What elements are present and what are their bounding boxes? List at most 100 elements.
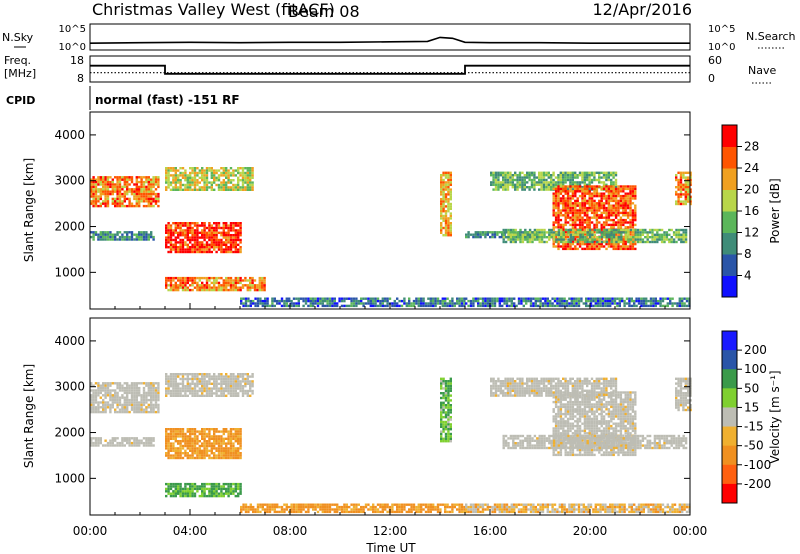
- power-cell: [583, 194, 587, 198]
- power-cell: [575, 297, 578, 300]
- velocity-cell: [174, 392, 177, 395]
- power-cell: [130, 233, 134, 236]
- power-cell: [514, 231, 517, 234]
- power-cell: [515, 235, 518, 239]
- power-cell: [602, 223, 606, 227]
- power-cell: [184, 286, 187, 289]
- power-cell: [668, 238, 671, 241]
- power-cell: [502, 236, 505, 239]
- velocity-cell: [157, 403, 160, 407]
- power-cell: [574, 233, 577, 236]
- velocity-cell: [111, 394, 114, 397]
- velocity-cell: [150, 391, 153, 395]
- power-cell: [449, 226, 452, 230]
- power-cell: [203, 169, 206, 172]
- velocity-cell: [278, 510, 281, 514]
- power-cell: [541, 297, 545, 300]
- velocity-cell: [210, 444, 213, 448]
- power-cell: [619, 206, 623, 210]
- power-cell: [577, 302, 581, 305]
- power-cell: [116, 188, 119, 191]
- power-cell: [449, 234, 452, 237]
- power-cell: [675, 240, 678, 244]
- power-cell: [474, 297, 477, 300]
- velocity-cell: [208, 375, 211, 378]
- power-cell: [613, 299, 617, 303]
- power-cell: [196, 243, 199, 246]
- power-cell: [222, 250, 225, 254]
- power-cell: [564, 238, 567, 241]
- power-cell: [538, 171, 541, 174]
- power-cell: [624, 233, 628, 236]
- power-cell: [682, 183, 685, 186]
- power-cell: [295, 297, 298, 300]
- power-cell: [181, 222, 185, 225]
- velocity-cell: [167, 375, 170, 378]
- power-cell: [687, 178, 690, 182]
- power-cell: [540, 231, 544, 234]
- power-cell: [116, 183, 119, 186]
- power-cell: [157, 200, 160, 203]
- power-cell: [580, 297, 583, 300]
- power-cell: [624, 214, 627, 217]
- power-cell: [408, 304, 411, 308]
- power-cell: [602, 176, 606, 179]
- power-cell: [116, 233, 119, 236]
- velocity-cell: [244, 373, 247, 376]
- power-cell: [614, 211, 618, 215]
- velocity-cell: [198, 444, 201, 448]
- power-cell: [594, 299, 597, 303]
- power-cell: [458, 297, 461, 300]
- power-cell: [574, 183, 577, 186]
- power-cell: [266, 297, 269, 300]
- power-cell: [562, 194, 565, 198]
- power-cell: [256, 304, 260, 308]
- power-cell: [590, 171, 594, 174]
- power-cell: [590, 228, 594, 231]
- velocity-cell: [147, 410, 150, 414]
- velocity-cell: [205, 435, 209, 438]
- velocity-cell: [169, 442, 173, 445]
- power-cell: [607, 185, 611, 188]
- power-cell: [405, 304, 408, 308]
- power-cell: [254, 304, 257, 308]
- power-cell: [458, 302, 461, 305]
- velocity-cell: [94, 406, 98, 409]
- power-cell: [504, 228, 508, 232]
- velocity-cell: [179, 452, 182, 455]
- velocity-cell: [283, 510, 286, 514]
- power-cell: [220, 174, 223, 177]
- power-cell: [225, 174, 228, 177]
- power-cell: [449, 229, 452, 232]
- power-cell: [474, 231, 477, 234]
- power-cell: [434, 299, 437, 303]
- velocity-cell: [201, 454, 204, 457]
- power-cell: [229, 226, 233, 230]
- power-cell: [244, 188, 247, 191]
- power-cell: [612, 174, 615, 177]
- power-cell: [165, 169, 168, 172]
- power-cell: [157, 204, 160, 208]
- power-cell: [526, 236, 529, 239]
- power-cell: [635, 299, 638, 303]
- power-cell: [595, 247, 599, 251]
- power-cell: [177, 279, 180, 282]
- power-cell: [571, 226, 575, 229]
- velocity-cell: [186, 428, 189, 431]
- velocity-cell: [229, 437, 233, 440]
- velocity-cell: [104, 384, 107, 387]
- velocity-cell: [220, 377, 223, 381]
- power-cell: [610, 181, 613, 184]
- velocity-cell: [234, 428, 237, 431]
- power-cell: [634, 206, 637, 210]
- power-cell: [360, 297, 363, 300]
- velocity-cell: [215, 490, 218, 493]
- power-cell: [213, 188, 216, 191]
- velocity-cell: [142, 437, 146, 440]
- power-cell: [571, 216, 575, 219]
- power-cell: [620, 233, 623, 236]
- velocity-cell: [157, 408, 160, 411]
- power-cell: [506, 178, 510, 182]
- power-cell: [564, 187, 567, 191]
- velocity-cell: [109, 410, 112, 414]
